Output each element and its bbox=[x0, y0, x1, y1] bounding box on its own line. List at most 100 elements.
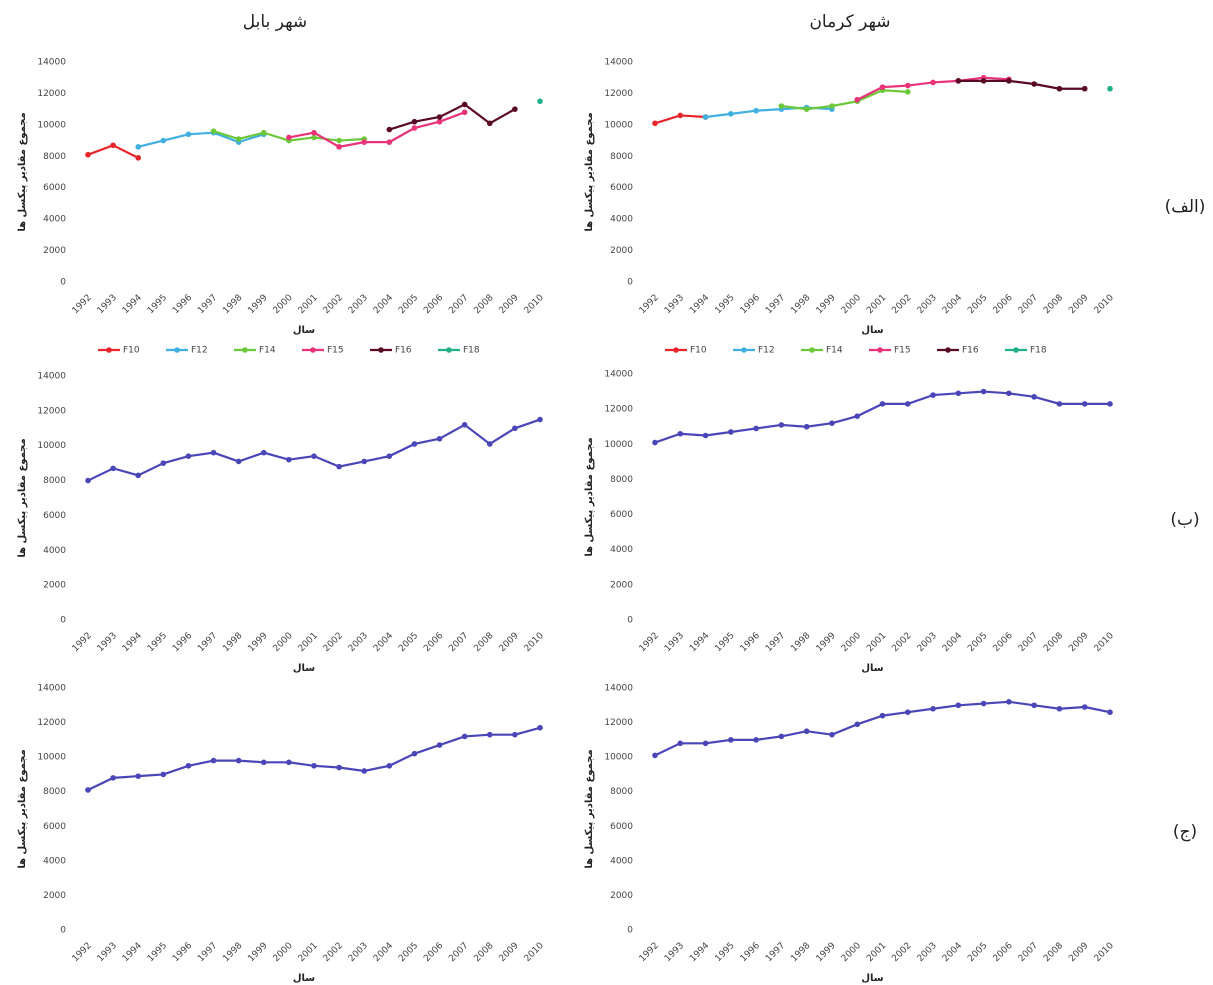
data-point bbox=[981, 78, 987, 84]
x-tick-label: 2004 bbox=[372, 293, 395, 316]
data-point bbox=[753, 737, 759, 743]
data-point bbox=[85, 478, 91, 484]
x-tick-label: 1993 bbox=[96, 293, 119, 316]
data-point bbox=[703, 741, 709, 747]
x-tick-label: 2009 bbox=[1067, 631, 1090, 654]
data-point bbox=[487, 441, 493, 447]
y-tick-label: 4000 bbox=[43, 856, 66, 866]
x-tick-label: 2001 bbox=[865, 631, 888, 654]
y-tick-label: 10000 bbox=[604, 120, 633, 130]
x-tick-label: 1994 bbox=[688, 293, 711, 316]
data-point bbox=[161, 138, 167, 144]
data-point bbox=[854, 413, 860, 419]
y-tick-label: 6000 bbox=[610, 510, 633, 520]
data-point bbox=[1107, 86, 1113, 92]
data-point bbox=[854, 97, 860, 103]
legend-marker bbox=[446, 347, 452, 353]
x-tick-label: 2004 bbox=[372, 941, 395, 964]
data-point bbox=[311, 763, 317, 769]
data-point bbox=[1057, 706, 1063, 712]
data-point bbox=[85, 787, 91, 793]
x-axis-title: سال bbox=[861, 325, 883, 336]
data-point bbox=[880, 713, 886, 719]
y-tick-label: 14000 bbox=[37, 684, 66, 694]
x-tick-label: 2007 bbox=[447, 293, 470, 316]
data-point bbox=[804, 106, 810, 112]
x-tick-label: 1995 bbox=[713, 631, 736, 654]
data-point bbox=[728, 111, 734, 117]
x-tick-label: 1994 bbox=[121, 631, 144, 654]
x-tick-label: 2009 bbox=[498, 293, 521, 316]
x-tick-label: 1997 bbox=[764, 293, 787, 316]
data-point bbox=[437, 114, 443, 120]
data-point bbox=[336, 464, 342, 470]
legend-marker bbox=[310, 347, 316, 353]
x-tick-label: 2006 bbox=[422, 941, 445, 964]
data-point bbox=[804, 424, 810, 430]
x-tick-label: 2000 bbox=[840, 293, 863, 316]
x-tick-label: 2008 bbox=[1042, 293, 1065, 316]
x-tick-label: 1992 bbox=[638, 293, 661, 316]
data-point bbox=[286, 457, 292, 463]
y-tick-label: 8000 bbox=[610, 787, 633, 797]
x-tick-label: 1995 bbox=[713, 941, 736, 964]
y-tick-label: 12000 bbox=[604, 718, 633, 728]
y-tick-label: 6000 bbox=[610, 183, 633, 193]
y-tick-label: 14000 bbox=[37, 58, 66, 68]
x-tick-label: 2004 bbox=[941, 293, 964, 316]
data-point bbox=[186, 131, 192, 137]
y-tick-label: 0 bbox=[627, 278, 633, 288]
data-point bbox=[387, 453, 393, 459]
legend-label: F18 bbox=[463, 346, 480, 356]
x-tick-label: 2003 bbox=[347, 631, 370, 654]
x-tick-label: 1996 bbox=[171, 941, 194, 964]
y-tick-label: 6000 bbox=[43, 183, 66, 193]
data-point bbox=[1082, 704, 1088, 710]
x-tick-label: 2009 bbox=[498, 631, 521, 654]
data-point bbox=[753, 108, 759, 114]
y-tick-label: 8000 bbox=[43, 476, 66, 486]
y-tick-label: 6000 bbox=[43, 822, 66, 832]
x-tick-label: 2006 bbox=[992, 293, 1015, 316]
legend-marker bbox=[378, 347, 384, 353]
x-tick-label: 1992 bbox=[71, 941, 94, 964]
y-tick-label: 0 bbox=[627, 926, 633, 936]
x-tick-label: 1997 bbox=[196, 631, 219, 654]
data-point bbox=[981, 389, 987, 395]
y-tick-label: 2000 bbox=[610, 580, 633, 590]
x-tick-label: 1998 bbox=[789, 941, 812, 964]
x-tick-label: 2000 bbox=[272, 293, 295, 316]
x-tick-label: 2010 bbox=[1093, 631, 1116, 654]
legend-marker bbox=[242, 347, 248, 353]
x-tick-label: 2006 bbox=[422, 293, 445, 316]
x-tick-label: 2010 bbox=[1093, 293, 1116, 316]
data-point bbox=[829, 732, 835, 738]
y-tick-label: 4000 bbox=[610, 215, 633, 225]
data-point bbox=[1057, 401, 1063, 407]
data-point bbox=[437, 436, 443, 442]
row-label: (ج) bbox=[1173, 822, 1197, 842]
x-tick-label: 1998 bbox=[221, 293, 244, 316]
y-tick-label: 10000 bbox=[604, 753, 633, 763]
legend-label: F12 bbox=[191, 346, 208, 356]
data-point bbox=[487, 120, 493, 126]
y-tick-label: 0 bbox=[60, 616, 66, 626]
legend-label: F14 bbox=[259, 346, 276, 356]
x-tick-label: 2001 bbox=[297, 941, 320, 964]
x-tick-label: 2010 bbox=[523, 631, 546, 654]
data-point bbox=[880, 401, 886, 407]
data-point bbox=[361, 139, 367, 145]
x-tick-label: 2005 bbox=[966, 941, 989, 964]
legend-marker bbox=[174, 347, 180, 353]
x-tick-label: 2010 bbox=[1093, 941, 1116, 964]
x-tick-label: 1993 bbox=[663, 293, 686, 316]
legend-marker bbox=[741, 347, 747, 353]
data-point bbox=[905, 709, 911, 715]
data-point bbox=[905, 83, 911, 89]
data-point bbox=[311, 453, 317, 459]
series-line bbox=[655, 392, 1110, 443]
data-point bbox=[261, 130, 267, 136]
y-axis-title: مجموع مقادیر پیکسل ها bbox=[584, 437, 595, 556]
y-tick-label: 6000 bbox=[610, 822, 633, 832]
x-tick-label: 2001 bbox=[865, 941, 888, 964]
